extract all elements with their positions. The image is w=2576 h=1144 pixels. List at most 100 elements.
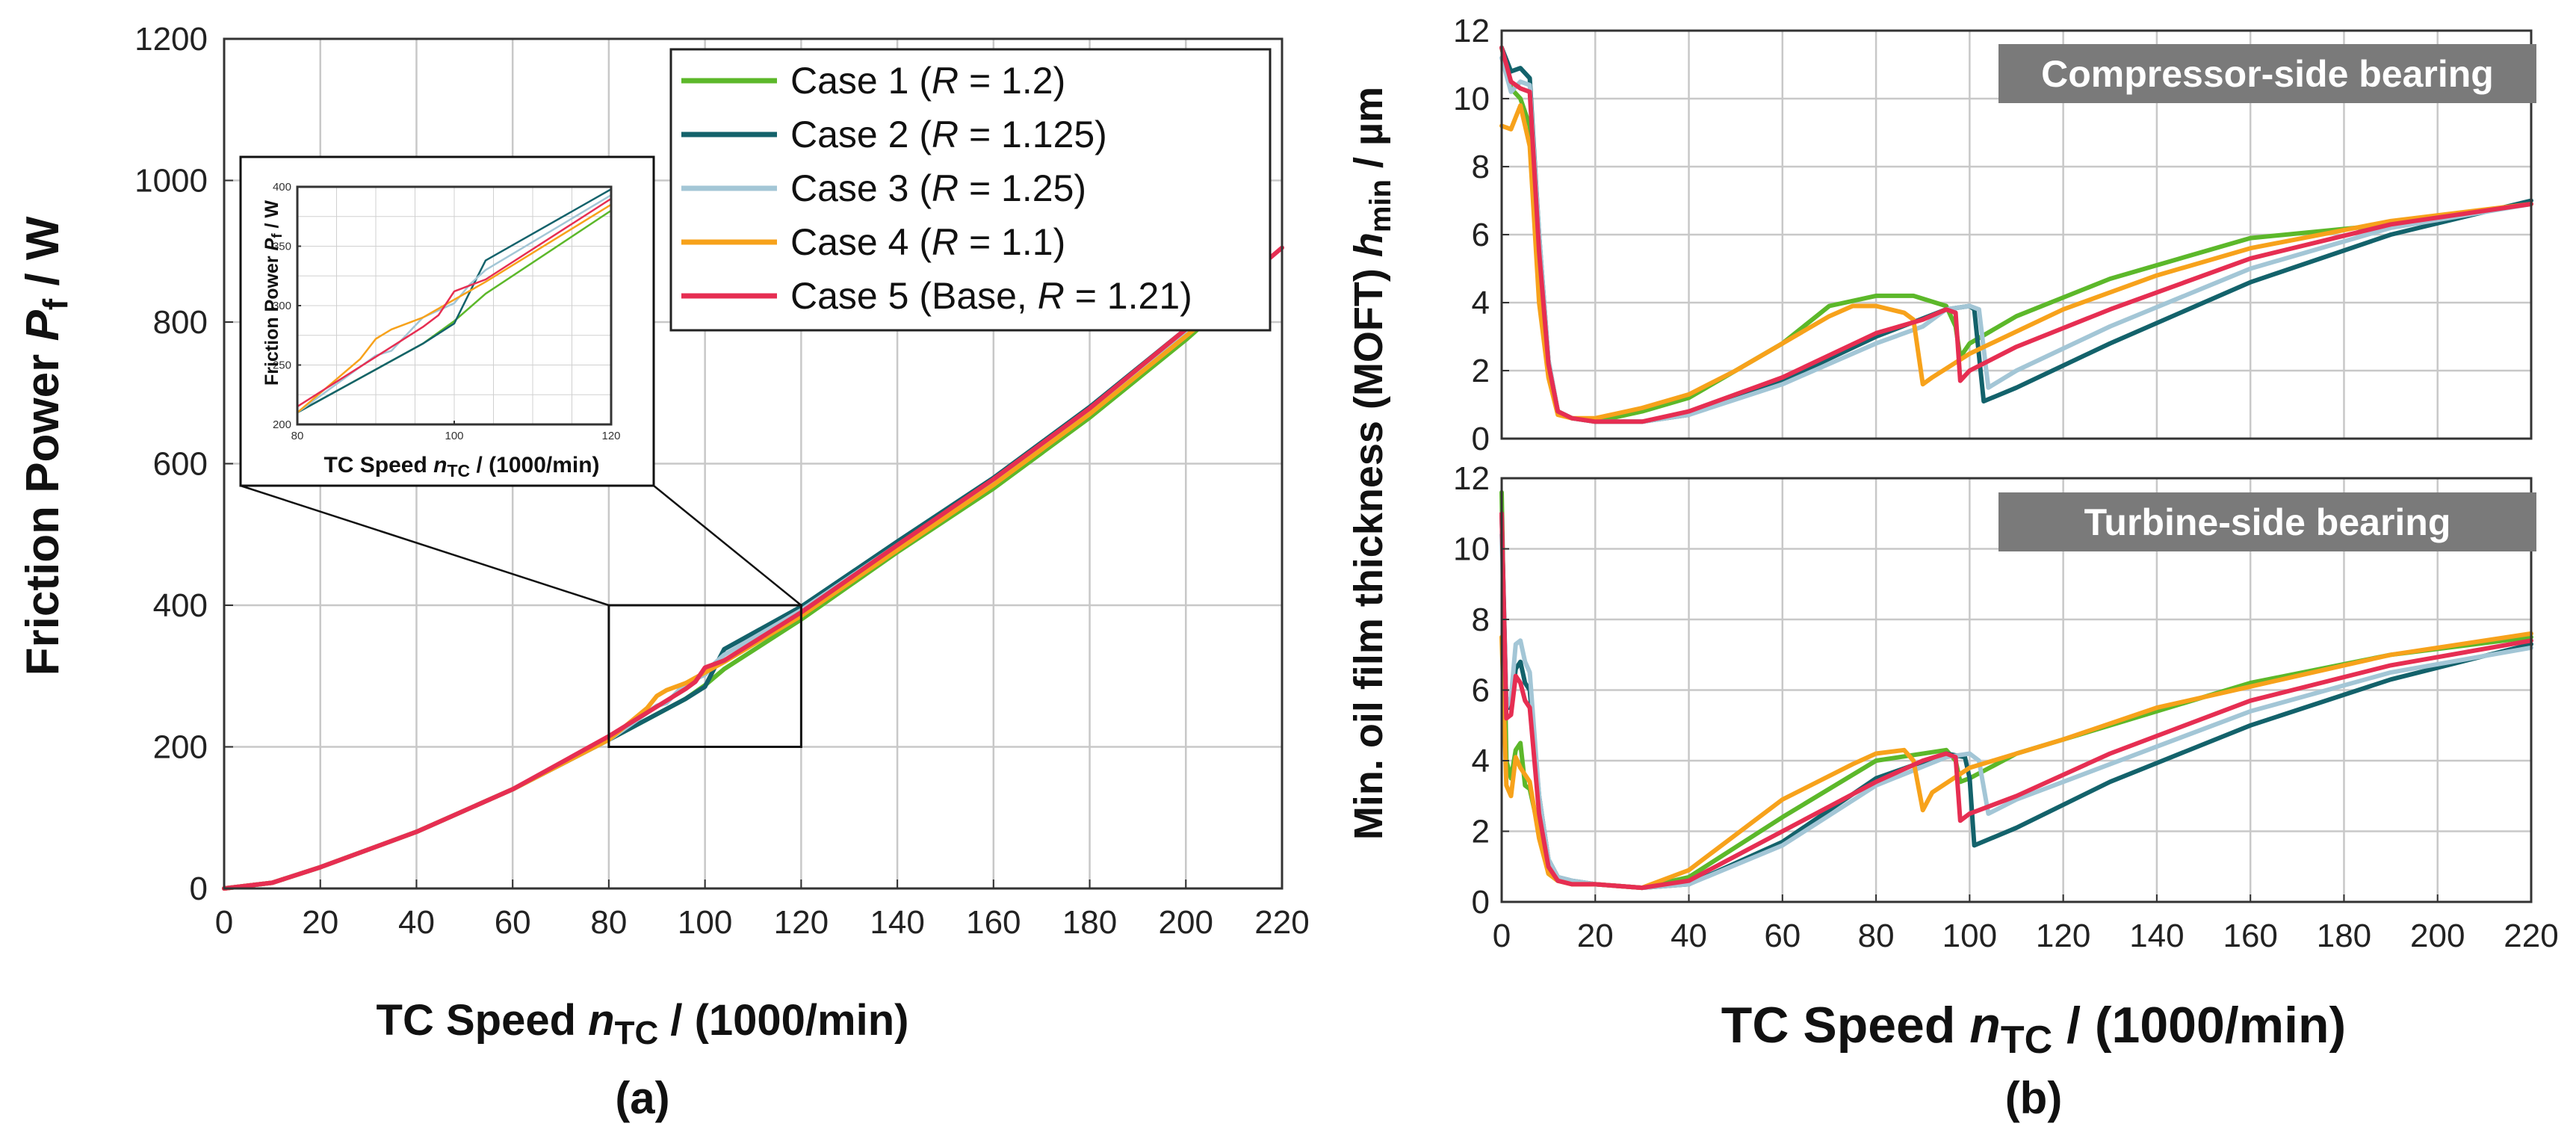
x-tick-label-5: 100 — [678, 904, 732, 941]
x-tick-label-1: 100 — [445, 430, 463, 442]
y-tick-label-5: 10 — [1453, 81, 1490, 117]
compressor-side-series — [1499, 45, 2533, 424]
inset-y-axis-label: Friction Power Pf / W — [261, 200, 285, 386]
x-tick-label-8: 160 — [2223, 918, 2277, 954]
turbine-side-title: Turbine-side bearing — [2084, 501, 2451, 543]
x-tick-label-6: 120 — [2036, 918, 2090, 954]
y-tick-label-1: 2 — [1472, 814, 1490, 850]
legend-label-case1: Case 1 (R = 1.2) — [790, 60, 1065, 102]
inset-x-ticks: 80 100 120 — [291, 421, 621, 442]
legend-label-case2: Case 2 (R = 1.125) — [790, 114, 1107, 155]
x-tick-label-4: 80 — [1858, 918, 1895, 954]
y-tick-label-0: 200 — [273, 418, 291, 431]
turbine-side-x-ticks: 0 20 40 60 80 100 120 140 160 180 200 220 — [1493, 894, 2559, 954]
x-tick-label-10: 200 — [1159, 904, 1213, 941]
legend-label-case5: Case 5 (Base, R = 1.21) — [790, 275, 1192, 317]
compressor-line-case4 — [1499, 103, 2533, 421]
friction-power-x-ticks: 0 20 40 60 80 100 120 140 160 180 200 220 — [215, 879, 1310, 941]
y-tick-label-3: 600 — [153, 446, 208, 483]
x-tick-label-3: 60 — [495, 904, 531, 941]
compressor-side-chart: 0 2 4 6 8 10 12 Compressor-side bearing — [1453, 13, 2536, 457]
inset-chart: 80 100 120 200 250 300 350 400 TC Speed nTC / … — [239, 155, 655, 487]
legend: Case 1 (R = 1.2) Case 2 (R = 1.125) Case 3… — [669, 48, 1272, 332]
y-tick-label-6: 12 — [1453, 13, 1490, 49]
x-tick-label-10: 200 — [2410, 918, 2465, 954]
x-tick-label-0: 0 — [215, 904, 233, 941]
y-tick-label-3: 350 — [273, 241, 291, 253]
x-tick-label-9: 180 — [1062, 904, 1117, 941]
x-tick-label-2: 40 — [1671, 918, 1707, 954]
moft-x-axis-label: TC Speed nTC / (1000/min) — [1721, 997, 2346, 1062]
compressor-line-case5 — [1499, 45, 2533, 424]
inset-series — [297, 188, 611, 414]
y-tick-label-5: 10 — [1453, 531, 1490, 568]
friction-power-chart: 0 20 40 60 80 100 120 140 160 180 200 220 0 200 400 60… — [17, 21, 1310, 1123]
turbine-side-chart: 0 20 40 60 80 100 120 140 160 180 200 220 0 2 4 6 8 10 12… — [1453, 460, 2559, 954]
x-tick-label-2: 40 — [398, 904, 435, 941]
y-tick-label-1: 2 — [1472, 353, 1490, 389]
inset-line-case2 — [297, 188, 611, 414]
x-tick-label-7: 140 — [870, 904, 924, 941]
compressor-side-title: Compressor-side bearing — [2041, 53, 2494, 95]
turbine-side-title-badge — [1998, 492, 2536, 551]
inset-line-case3 — [297, 194, 611, 414]
y-tick-label-2: 4 — [1472, 743, 1490, 779]
panel-b-label: (b) — [2005, 1073, 2063, 1123]
legend-label-case4: Case 4 (R = 1.1) — [790, 221, 1065, 263]
x-tick-label-6: 120 — [774, 904, 829, 941]
turbine-side-series — [1499, 489, 2533, 891]
x-tick-label-1: 20 — [302, 904, 338, 941]
x-tick-label-1: 20 — [1577, 918, 1614, 954]
compressor-side-title-badge — [1998, 44, 2536, 103]
x-tick-label-4: 80 — [590, 904, 627, 941]
zoom-connector-left — [240, 484, 610, 607]
y-tick-label-0: 0 — [1472, 884, 1490, 921]
compressor-side-y-ticks: 0 2 4 6 8 10 12 — [1453, 13, 1509, 457]
x-tick-label-5: 100 — [1942, 918, 1997, 954]
zoom-box — [607, 604, 802, 748]
y-tick-label-5: 1000 — [134, 163, 208, 200]
moft-y-axis-label: Min. oil film thickness (MOFT) hmin / µm — [1346, 87, 1397, 840]
x-tick-label-11: 220 — [1254, 904, 1309, 941]
y-tick-label-0: 0 — [190, 871, 208, 907]
inset-x-axis-label: TC Speed nTC / (1000/min) — [323, 453, 599, 480]
turbine-line-case4 — [1499, 631, 2533, 891]
friction-power-series — [222, 245, 1284, 891]
y-tick-label-2: 400 — [153, 587, 208, 624]
x-tick-label-7: 140 — [2129, 918, 2184, 954]
y-tick-label-4: 8 — [1472, 149, 1490, 185]
y-tick-label-6: 12 — [1453, 460, 1490, 497]
friction-line-case5 — [222, 245, 1284, 891]
zoom-connector-right — [653, 485, 802, 606]
x-tick-label-0: 0 — [1493, 918, 1511, 954]
y-tick-label-4: 800 — [153, 304, 208, 341]
x-tick-label-3: 60 — [1764, 918, 1801, 954]
y-tick-label-4: 400 — [273, 181, 291, 194]
y-tick-label-1: 250 — [273, 359, 291, 372]
inset-line-case5 — [297, 197, 611, 408]
y-tick-label-3: 6 — [1472, 673, 1490, 709]
y-tick-label-4: 8 — [1472, 602, 1490, 638]
x-tick-label-8: 160 — [966, 904, 1021, 941]
y-tick-label-2: 4 — [1472, 285, 1490, 321]
x-tick-label-0: 80 — [291, 430, 304, 442]
turbine-side-y-ticks: 0 2 4 6 8 10 12 — [1453, 460, 1509, 921]
friction-power-y-ticks: 0 200 400 600 800 1000 1200 — [134, 21, 233, 907]
y-tick-label-3: 6 — [1472, 217, 1490, 253]
turbine-line-case5 — [1499, 511, 2533, 891]
y-tick-label-0: 0 — [1472, 421, 1490, 457]
inset-y-ticks: 200 250 300 350 400 — [273, 181, 301, 431]
panel-a-label: (a) — [615, 1073, 669, 1123]
legend-label-case3: Case 3 (R = 1.25) — [790, 167, 1086, 209]
y-tick-label-2: 300 — [273, 300, 291, 312]
y-tick-label-6: 1200 — [134, 21, 208, 58]
x-tick-label-9: 180 — [2317, 918, 2371, 954]
y-tick-label-1: 200 — [153, 729, 208, 766]
inset-line-case1 — [297, 209, 611, 414]
x-tick-label-2: 120 — [601, 430, 620, 442]
x-tick-label-11: 220 — [2504, 918, 2558, 954]
inset-line-case4 — [297, 203, 611, 414]
friction-power-y-axis-label: Friction Power Pf / W — [17, 216, 75, 675]
friction-power-x-axis-label: TC Speed nTC / (1000/min) — [377, 996, 909, 1051]
